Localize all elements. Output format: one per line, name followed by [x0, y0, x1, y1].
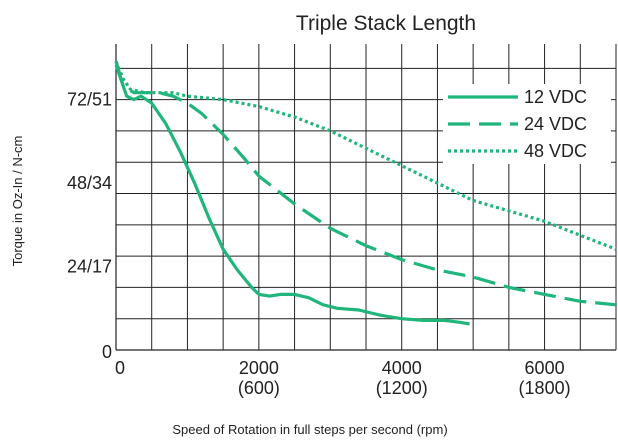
- x-tick-label-0: 0: [115, 358, 125, 378]
- series-line-2: [114, 60, 617, 251]
- series-lines: [114, 60, 617, 326]
- y-tick-labels: 0 24/17 48/34 72/51: [67, 90, 112, 362]
- x-tick-label-3: 6000: [525, 358, 565, 378]
- x-tick-label-1: 2000: [239, 358, 279, 378]
- x-tick-sublabel-1: (600): [238, 378, 280, 398]
- legend: 12 VDC 24 VDC 48 VDC: [443, 84, 611, 164]
- series-line-0: [114, 60, 470, 326]
- x-axis-label: Speed of Rotation in full steps per seco…: [172, 422, 447, 437]
- x-tick-label-2: 4000: [382, 358, 422, 378]
- legend-label-0: 12 VDC: [524, 87, 587, 107]
- legend-label-1: 24 VDC: [524, 114, 587, 134]
- y-tick-label-1: 24/17: [67, 257, 112, 277]
- y-tick-label-0: 0: [102, 342, 112, 362]
- legend-label-2: 48 VDC: [524, 141, 587, 161]
- x-tick-sublabel-3: (1800): [519, 378, 571, 398]
- y-tick-label-2: 48/34: [67, 173, 112, 193]
- y-tick-label-3: 72/51: [67, 90, 112, 110]
- x-tick-labels: 0 2000(600) 4000(1200) 6000(1800): [115, 358, 571, 398]
- axes: [115, 44, 616, 351]
- x-tick-sublabel-2: (1200): [376, 378, 428, 398]
- chart-title: Triple Stack Length: [296, 12, 476, 35]
- y-axis-label: Torque in Oz-In / N-cm: [10, 136, 25, 267]
